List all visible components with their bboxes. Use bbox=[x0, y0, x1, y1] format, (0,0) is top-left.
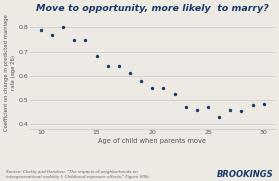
Point bbox=[206, 106, 210, 109]
Point bbox=[72, 38, 77, 41]
Point bbox=[94, 55, 99, 58]
Point bbox=[117, 65, 121, 68]
Point bbox=[195, 108, 199, 111]
Point bbox=[150, 87, 155, 89]
Point bbox=[161, 87, 166, 89]
Point bbox=[261, 102, 266, 105]
Point bbox=[50, 33, 54, 36]
Point bbox=[172, 92, 177, 95]
Point bbox=[250, 103, 255, 106]
Point bbox=[128, 72, 132, 75]
Y-axis label: Coefficient on change in predicted marriage
rate (age 26): Coefficient on change in predicted marri… bbox=[4, 14, 16, 131]
Point bbox=[61, 26, 66, 29]
Point bbox=[228, 108, 232, 111]
Text: Source: Chetty and Hendren, "The impacts of neighborhoods on
intergenerational m: Source: Chetty and Hendren, "The impacts… bbox=[6, 170, 148, 179]
Title: Move to opportunity, more likely  to marry?: Move to opportunity, more likely to marr… bbox=[36, 4, 269, 13]
Point bbox=[39, 28, 43, 31]
Point bbox=[139, 79, 143, 82]
Point bbox=[239, 110, 244, 112]
X-axis label: Age of child when parents move: Age of child when parents move bbox=[98, 138, 206, 144]
Point bbox=[83, 38, 88, 41]
Point bbox=[217, 115, 221, 118]
Point bbox=[105, 65, 110, 68]
Point bbox=[184, 106, 188, 109]
Text: BROOKINGS: BROOKINGS bbox=[217, 170, 273, 179]
